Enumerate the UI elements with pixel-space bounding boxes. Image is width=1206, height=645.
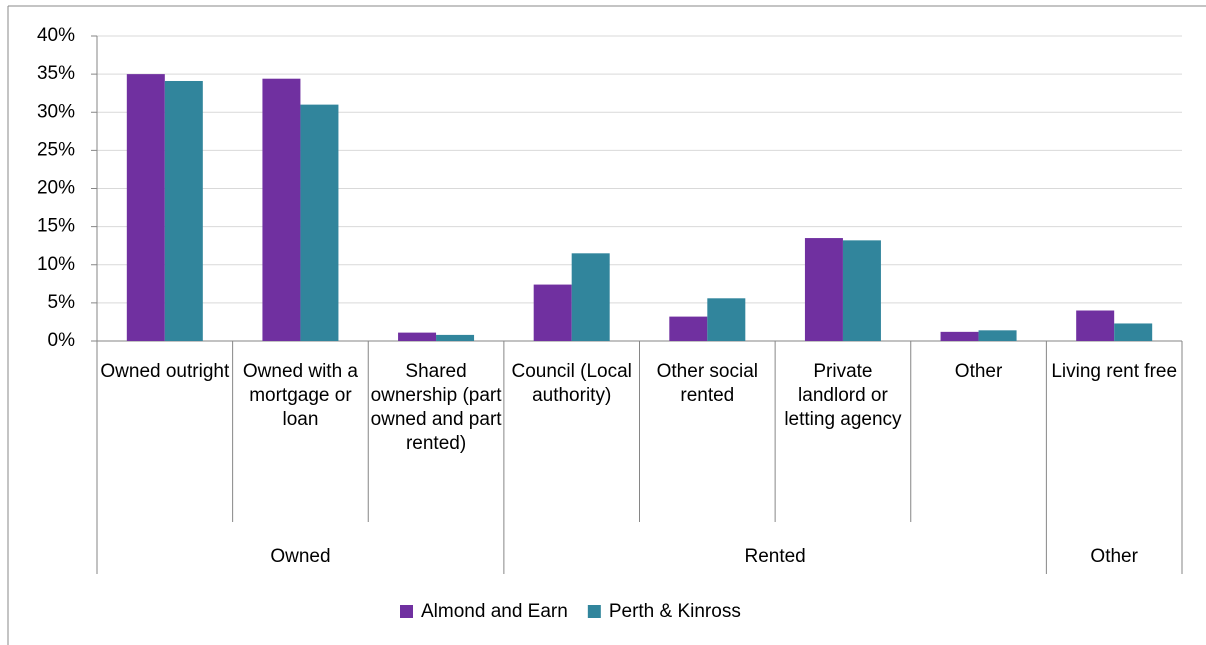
bar <box>300 104 339 341</box>
bar <box>1114 323 1153 341</box>
bar <box>842 240 881 341</box>
y-tick-label: 10% <box>37 254 75 275</box>
bar <box>978 330 1017 341</box>
bar <box>669 316 708 341</box>
y-tick-label: 40% <box>37 25 75 46</box>
x-tick-label: Other social rented <box>656 361 758 406</box>
x-tick-label: Private landlord or letting agency <box>784 361 902 430</box>
x-tick-label: Owned outright <box>100 361 230 382</box>
x-tick-label: Living rent free <box>1051 361 1178 382</box>
group-label: Other <box>1090 546 1138 567</box>
x-tick-label: Council (Local authority) <box>511 361 632 406</box>
y-tick-label: 35% <box>37 63 75 84</box>
y-tick-label: 5% <box>48 292 76 313</box>
x-tick-label: Owned with a mortgage or loan <box>242 361 358 430</box>
bar <box>1076 310 1115 341</box>
y-tick-label: 20% <box>37 178 75 199</box>
bar <box>804 238 843 341</box>
y-tick-label: 25% <box>37 139 75 160</box>
y-tick-label: 15% <box>37 216 75 237</box>
bar <box>262 78 301 341</box>
x-tick-label: Other <box>954 361 1003 382</box>
bar <box>126 74 165 341</box>
legend-label: Almond and Earn <box>421 601 568 622</box>
bar <box>164 80 203 342</box>
y-tick-label: 0% <box>48 330 76 351</box>
bar <box>436 334 475 341</box>
bar <box>940 331 979 341</box>
bar <box>707 298 746 341</box>
group-label: Owned <box>270 546 330 567</box>
bar <box>398 332 437 341</box>
legend-swatch <box>587 605 601 618</box>
bar <box>571 253 610 341</box>
x-tick-label: Shared ownership (part owned and part re… <box>370 361 502 454</box>
group-label: Rented <box>744 546 805 567</box>
legend-swatch <box>400 605 413 618</box>
legend-label: Perth & Kinross <box>609 601 741 622</box>
bar <box>533 284 572 341</box>
y-tick-label: 30% <box>37 101 75 122</box>
